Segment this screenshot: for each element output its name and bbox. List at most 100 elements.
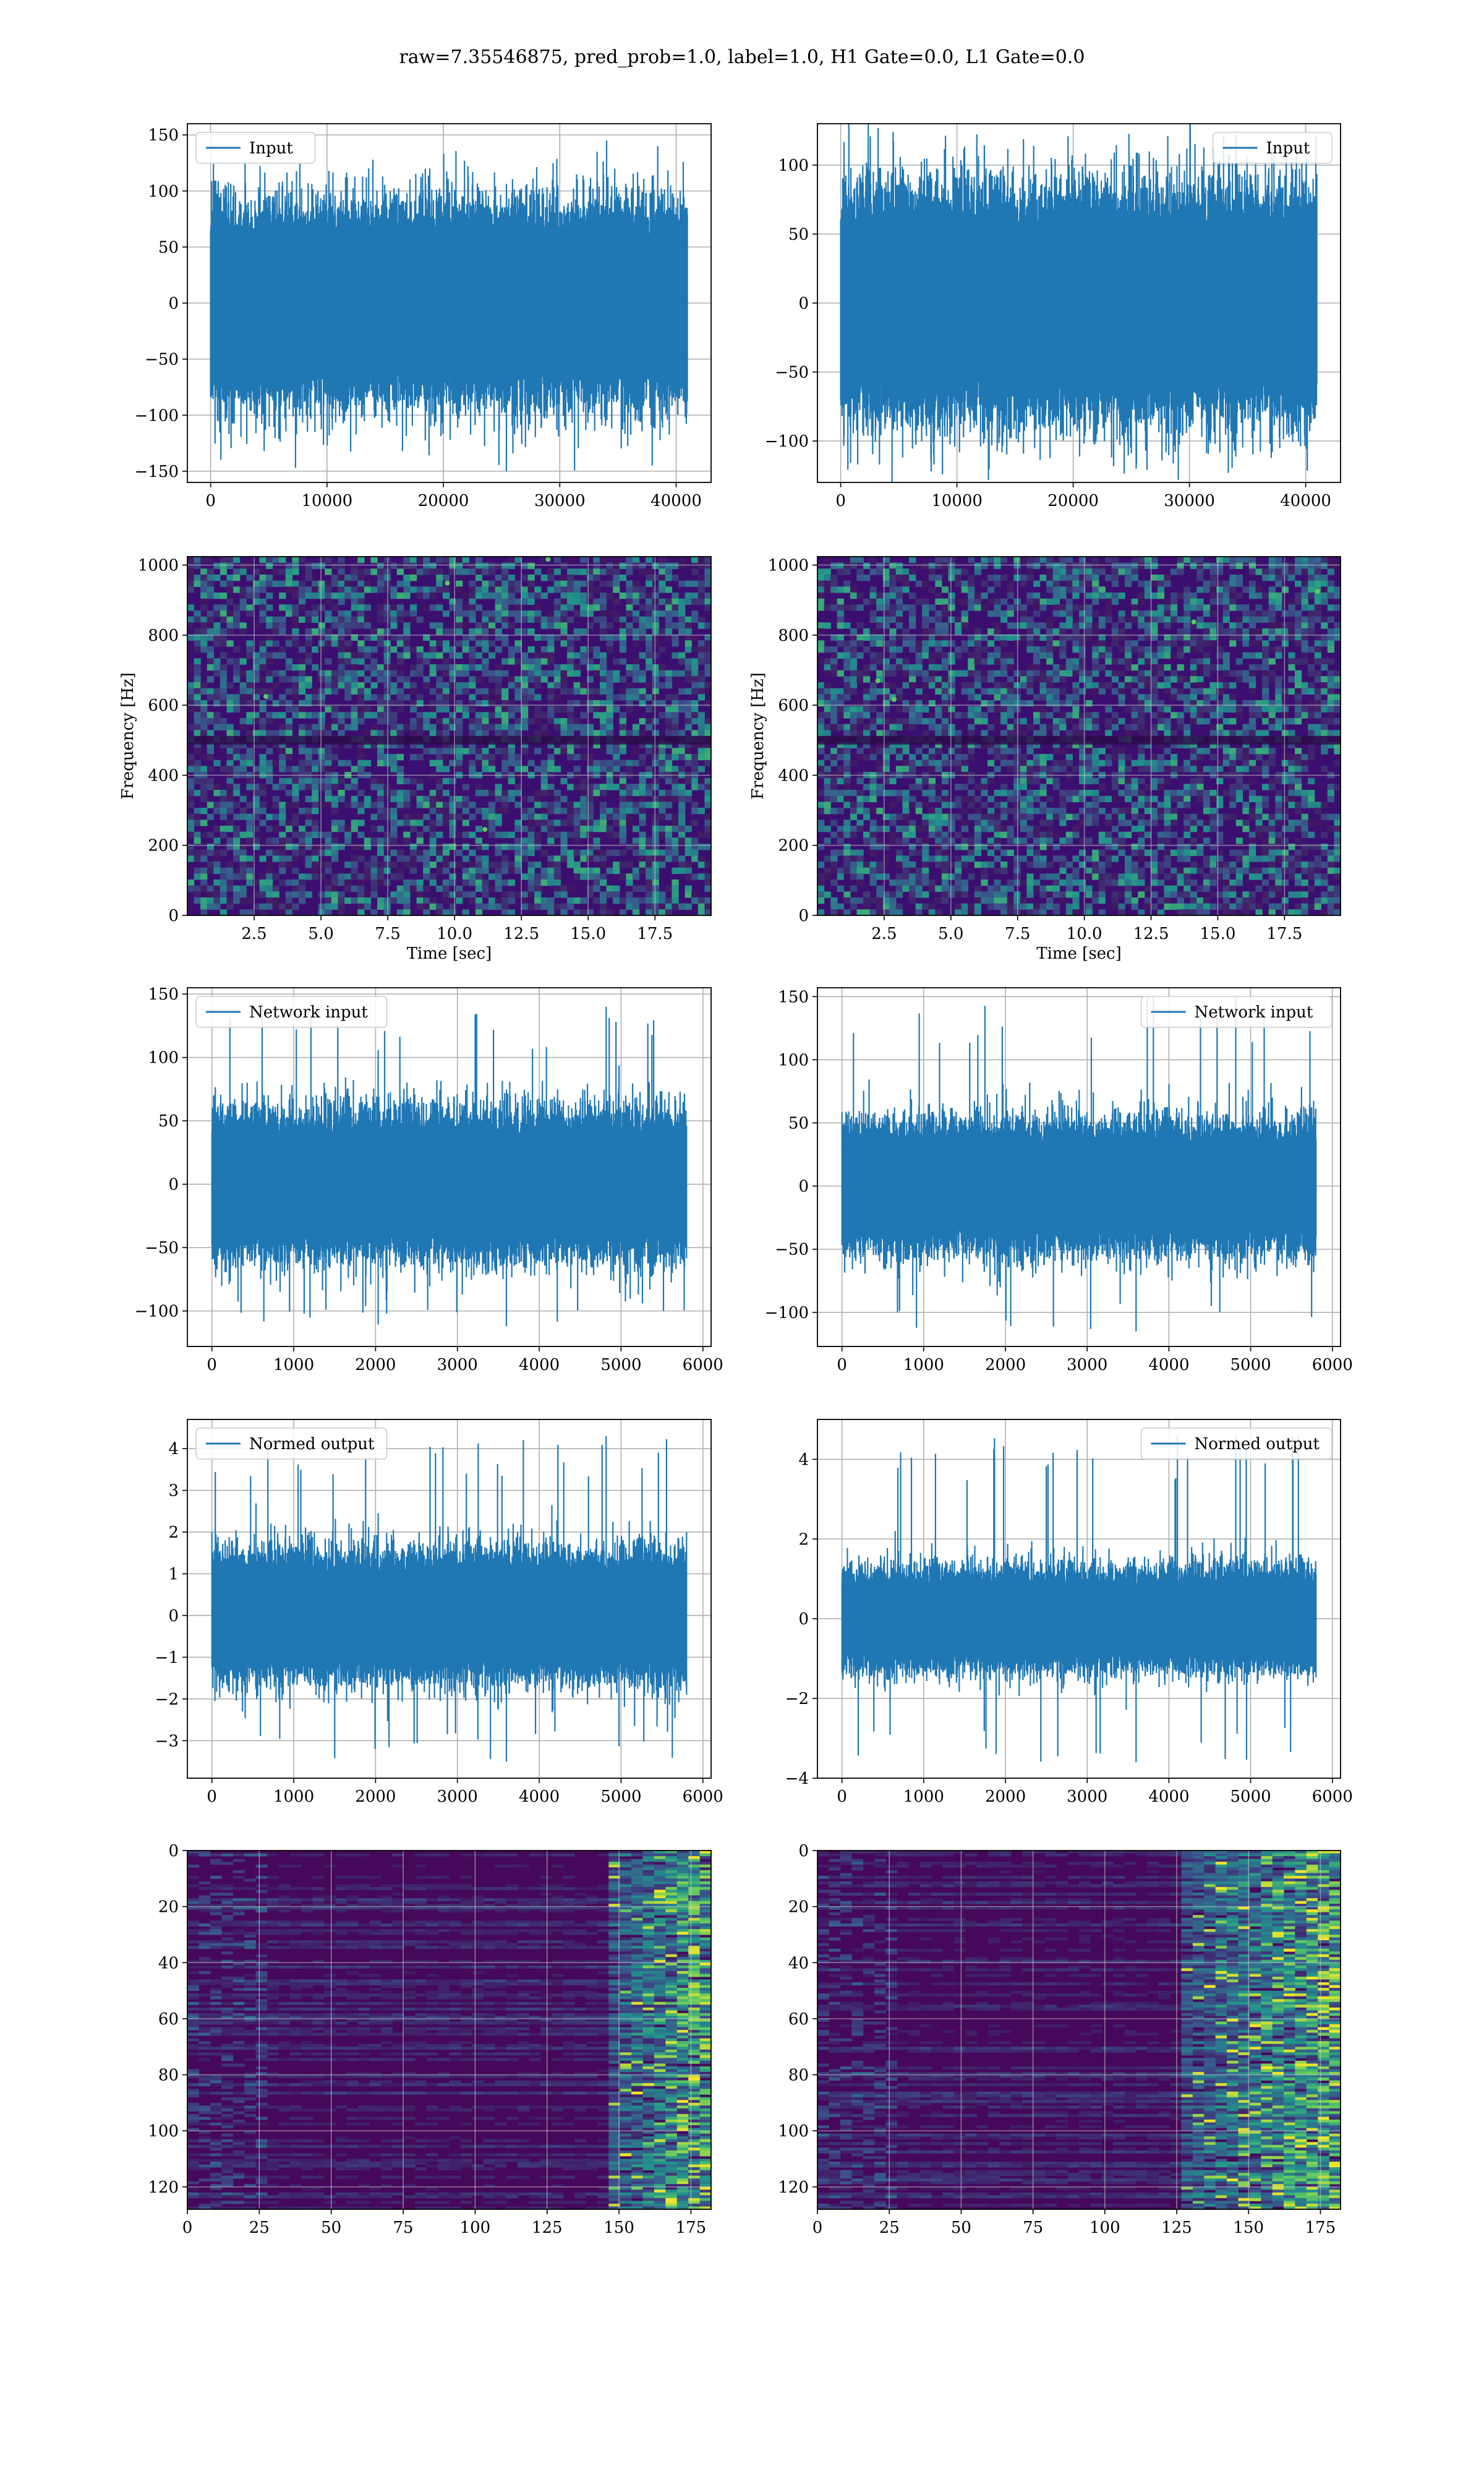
x-tick-label: 0: [837, 1356, 847, 1374]
x-tick-label: 0: [205, 492, 216, 510]
y-tick-label: 0: [798, 907, 809, 925]
ticks-features-h1: 0 25 50 75 100 125 150 175 0 20 40 60 80 100 120: [148, 1842, 706, 2237]
x-tick-label: 10.0: [437, 925, 472, 943]
y-tick-label: 50: [788, 225, 809, 244]
spectrogram-hotspot: [445, 580, 450, 586]
y-axis-label: Frequency [Hz]: [749, 672, 767, 800]
y-tick-label: 60: [158, 2010, 179, 2029]
x-tick-label: 3000: [1067, 1787, 1107, 1806]
axes-frame-normout-h1: [187, 1419, 712, 1779]
grid-features-l1: [817, 1851, 1341, 2209]
x-tick-label: 1000: [903, 1787, 944, 1806]
y-tick-label: 0: [798, 1610, 809, 1629]
x-tick-label: 75: [1023, 2219, 1043, 2237]
legend-box: [195, 996, 388, 1028]
y-tick-label: 50: [158, 238, 179, 257]
y-tick-label: 150: [148, 985, 179, 1004]
ticks-features-l1: 0 25 50 75 100 125 150 175 0 20 40 60 80 100 120: [778, 1842, 1336, 2237]
series-core-input-l1: [840, 236, 1317, 370]
x-tick-label: 6000: [683, 1787, 723, 1806]
ticks-input-l1: 0 10000 20000 30000 40000 −100 −50 0 50 100: [765, 156, 1331, 510]
y-tick-label: 4: [798, 1450, 809, 1469]
x-tick-label: 25: [879, 2219, 900, 2237]
axes-frame-netin-h1: [187, 987, 712, 1347]
x-tick-label: 10000: [931, 492, 983, 510]
x-tick-label: 30000: [534, 492, 586, 510]
legend-box: [1212, 132, 1333, 164]
legend-box: [1140, 996, 1333, 1028]
series-core-normout-l1: [842, 1588, 1316, 1649]
x-tick-label: 5.0: [308, 925, 333, 943]
ticks-spec-l1: 2.5 5.0 7.5 10.0 12.5 15.0 17.5 0 200 400 600 800 10…: [768, 557, 1302, 943]
plot-area-spec-l1: [817, 557, 1341, 915]
axes-frame-features-l1: [817, 1850, 1341, 2210]
series-core-input-h1: [210, 244, 688, 362]
y-tick-label: −100: [135, 406, 179, 425]
y-tick-label: 80: [158, 2066, 179, 2085]
y-tick-label: 0: [168, 1607, 179, 1625]
y-tick-label: 100: [778, 2122, 809, 2141]
x-tick-label: 6000: [683, 1356, 723, 1374]
axes-frame-spec-h1: [187, 556, 712, 916]
x-tick-label: 50: [321, 2219, 341, 2237]
x-tick-label: 5000: [600, 1356, 641, 1374]
spectrogram-hotspot: [482, 826, 488, 832]
x-tick-label: 4000: [519, 1356, 560, 1374]
y-tick-label: 4: [168, 1440, 179, 1458]
y-tick-label: 200: [778, 837, 809, 855]
chart-input-h1: Input 0 10000 20000 30000 40000 −150 −100 −50 0 50…: [135, 123, 712, 510]
y-tick-label: 120: [148, 2178, 179, 2197]
y-tick-label: −50: [775, 1241, 809, 1259]
x-tick-label: 2000: [985, 1356, 1026, 1374]
x-tick-label: 150: [603, 2219, 634, 2237]
chart-input-l1: Input 0 10000 20000 30000 40000 −100 −50 0 50 100: [765, 123, 1341, 510]
axes-frame-netin-l1: [817, 987, 1341, 1347]
x-tick-label: 4000: [1148, 1356, 1189, 1374]
y-tick-label: 2: [168, 1523, 179, 1542]
y-tick-label: 0: [798, 1842, 809, 1860]
y-tick-label: 100: [778, 156, 809, 175]
y-tick-label: 100: [148, 1049, 179, 1068]
x-tick-label: 2000: [355, 1356, 396, 1374]
y-tick-label: 50: [788, 1115, 809, 1133]
ticks-netin-l1: 0 1000 2000 3000 4000 5000 6000 −100 −50 0 50 100 15…: [765, 988, 1353, 1374]
legend-input-h1: Input: [195, 132, 316, 164]
chart-features-h1: 0 25 50 75 100 125 150 175 0 20 40 60 80 100 120: [148, 1842, 712, 2237]
grid-features-h1: [187, 1851, 711, 2209]
x-tick-label: 25: [249, 2219, 270, 2237]
x-tick-label: 5.0: [938, 925, 963, 943]
y-tick-label: −1: [155, 1648, 179, 1667]
x-tick-label: 0: [207, 1356, 217, 1374]
chart-spec-l1: 2.5 5.0 7.5 10.0 12.5 15.0 17.5 0 200 400 600 800 10…: [749, 556, 1341, 963]
y-tick-label: −100: [765, 1304, 809, 1322]
y-tick-label: −100: [765, 432, 809, 451]
spectrogram-hotspot: [545, 557, 551, 562]
y-tick-label: −2: [155, 1690, 179, 1709]
x-tick-label: 17.5: [637, 925, 673, 943]
y-tick-label: 3: [168, 1482, 179, 1500]
series-core-netin-h1: [211, 1141, 687, 1227]
x-tick-label: 10.0: [1067, 925, 1102, 943]
legend-normout-l1: Normed output: [1140, 1427, 1333, 1460]
y-tick-label: 1: [168, 1565, 179, 1584]
x-tick-label: 3000: [1067, 1356, 1107, 1374]
legend-label: Input: [1266, 139, 1310, 158]
y-tick-label: 80: [788, 2066, 809, 2085]
x-tick-label: 125: [532, 2219, 563, 2237]
ticks-netin-h1: 0 1000 2000 3000 4000 5000 6000 −100 −50 0 50 100 15…: [135, 985, 723, 1374]
y-tick-label: −4: [785, 1770, 809, 1788]
grid-spec-l1: [817, 557, 1341, 915]
x-tick-label: 0: [182, 2219, 193, 2237]
spectrogram-hotspot: [1315, 589, 1320, 594]
y-axis-label: Frequency [Hz]: [119, 672, 137, 800]
y-tick-label: −3: [155, 1732, 179, 1750]
y-tick-label: −150: [135, 463, 179, 481]
feature-rows: [187, 1851, 711, 2209]
y-tick-label: 600: [778, 696, 809, 715]
x-tick-label: 4000: [1148, 1787, 1189, 1806]
series-core-netin-l1: [842, 1148, 1316, 1224]
y-tick-label: 0: [168, 1176, 179, 1194]
y-tick-label: −50: [775, 364, 809, 382]
ticks-normout-h1: 0 1000 2000 3000 4000 5000 6000 −3 −2 −1 0 1 2 3 4: [155, 1440, 723, 1806]
